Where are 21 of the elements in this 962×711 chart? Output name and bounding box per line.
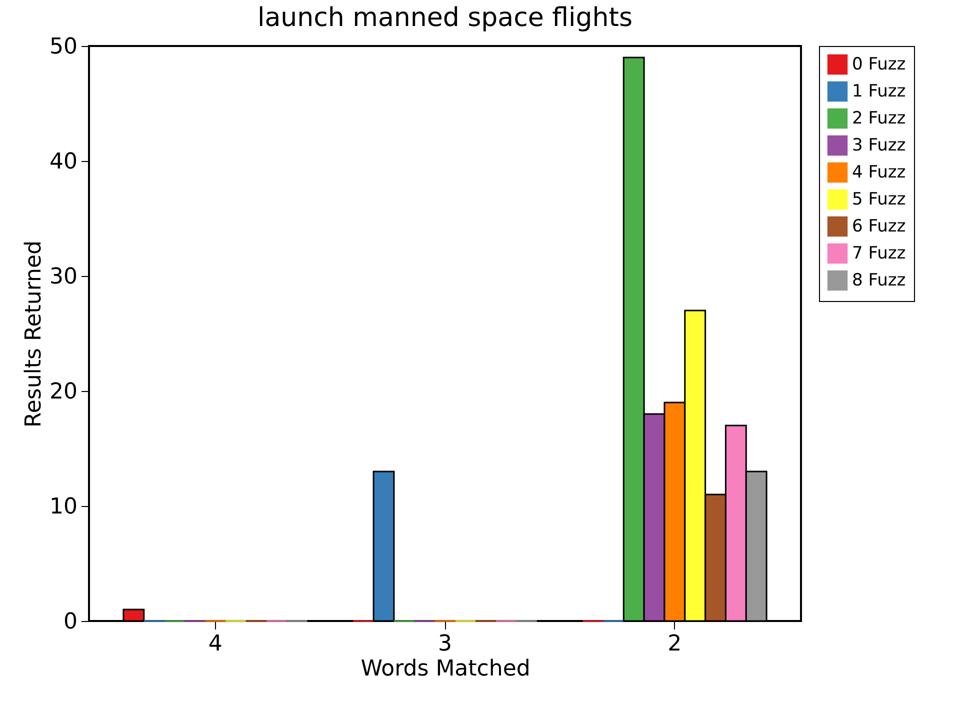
legend-label: 0 Fuzz bbox=[852, 54, 906, 74]
y-tick-label: 20 bbox=[50, 380, 78, 404]
legend-label: 1 Fuzz bbox=[852, 82, 906, 102]
legend-label: 3 Fuzz bbox=[852, 136, 906, 156]
x-axis-title: Words Matched bbox=[360, 656, 530, 682]
legend-label: 6 Fuzz bbox=[852, 216, 906, 236]
y-tick-label: 30 bbox=[50, 264, 78, 290]
y-axis-title: Results Returned bbox=[22, 240, 47, 428]
y-tick-label: 40 bbox=[50, 150, 78, 174]
y-tick-label: 50 bbox=[50, 34, 78, 60]
chart-title: launch manned space flights bbox=[258, 3, 632, 33]
legend-label: 2 Fuzz bbox=[852, 108, 906, 128]
y-tick-label: 10 bbox=[50, 494, 78, 520]
x-tick-label: 3 bbox=[438, 632, 452, 656]
y-tick-label: 0 bbox=[64, 610, 78, 634]
x-tick-label: 4 bbox=[208, 632, 222, 656]
x-tick-label: 2 bbox=[668, 632, 682, 656]
legend-label: 7 Fuzz bbox=[852, 244, 906, 264]
legend-label: 5 Fuzz bbox=[852, 190, 906, 210]
legend-label: 4 Fuzz bbox=[852, 162, 906, 182]
legend-label: 8 Fuzz bbox=[852, 270, 906, 290]
